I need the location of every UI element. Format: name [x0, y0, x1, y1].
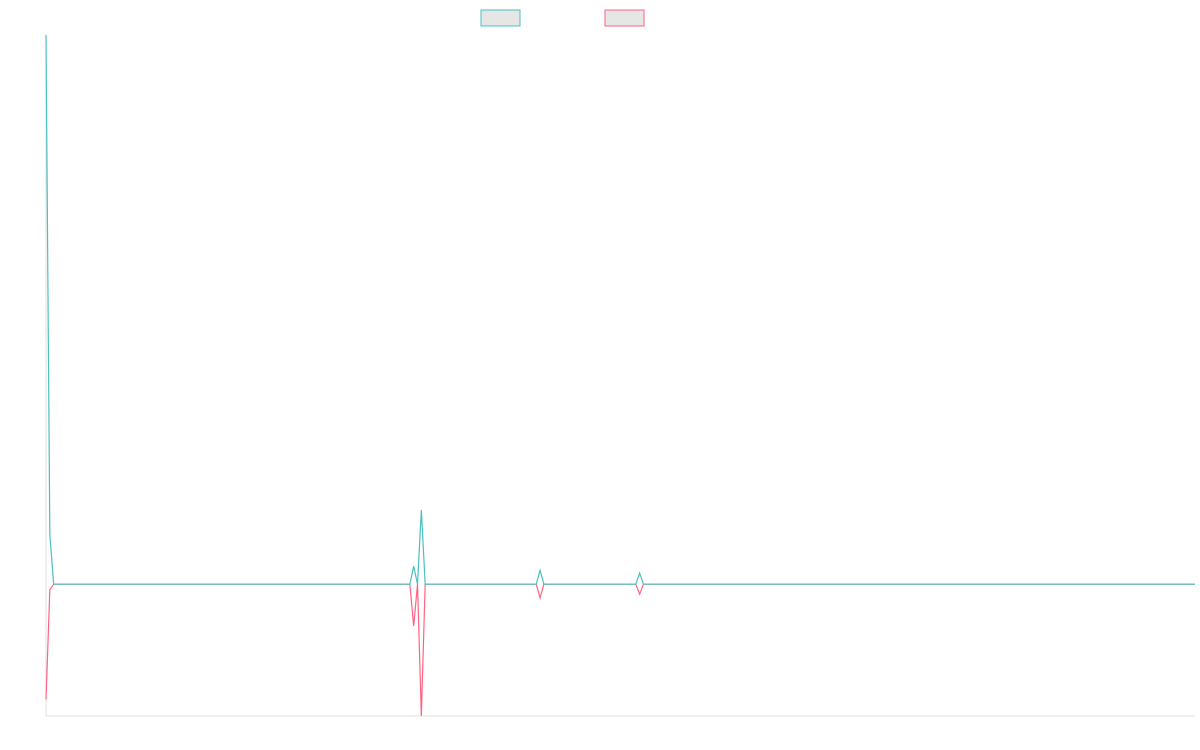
series-line — [45, 34, 1195, 585]
legend-swatch — [480, 9, 521, 27]
series-line — [45, 583, 1195, 717]
legend-swatch — [604, 9, 645, 27]
